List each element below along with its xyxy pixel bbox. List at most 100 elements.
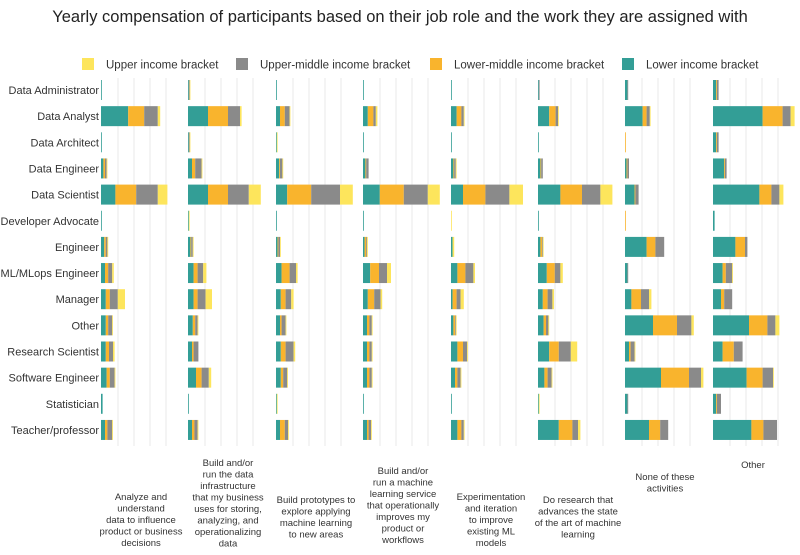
bar-segment [276,80,277,100]
bar-segment [538,393,539,414]
bar-segment [538,419,559,440]
bar-segment [109,367,115,388]
bar-segment [104,236,106,257]
bar-segment [101,106,129,127]
bar-segment [363,106,368,127]
bar-segment [463,184,486,205]
bar-segment [193,341,199,362]
bar-segment [112,419,113,440]
bar-segment [363,419,367,440]
bar-segment [205,289,212,310]
bar-segment [625,132,626,153]
bar-segment [105,289,110,310]
bar-segment [546,315,549,336]
panel-label-3: Build prototypes to explore applying machi… [277,495,356,541]
bar-segment [689,367,701,388]
bar-segment [101,419,105,440]
legend-label-upper-middle-income-bracket: Upper-middle income bracket [260,60,411,72]
bar-segment [646,236,656,257]
bar-segment [114,367,116,388]
bar-segment [538,106,550,127]
bar-segment [631,289,641,310]
bar-segment [467,341,468,362]
bar-segment [276,210,277,231]
bar-segment [473,263,475,284]
bar-segment [771,184,780,205]
bar-segment [287,184,312,205]
bar-segment [655,236,665,257]
bar-segment [790,106,795,127]
bar-segment [369,341,372,362]
y-label-data-scientist: Data Scientist [31,190,99,202]
bar-segment [713,210,715,231]
bar-segment [625,236,647,257]
bar-segment [451,419,458,440]
bar-segment [363,158,366,179]
bar-segment [461,106,464,127]
bar-segment [279,158,280,179]
y-label-developer-advocate: Developer Advocate [1,216,99,228]
bar-segment [549,106,556,127]
bar-segment [455,315,457,336]
bar-segment [457,419,462,440]
bar-segment [280,158,283,179]
bar-segment [749,315,768,336]
bar-segment [112,263,114,284]
bar-segment [773,367,774,388]
bar-segment [276,106,280,127]
bar-segment [276,236,278,257]
bar-segment [630,341,635,362]
bar-segment [451,210,452,231]
bar-segment [455,315,456,336]
bar-segment [661,367,689,388]
bar-segment [201,367,209,388]
panel-label-7: None of these activities [635,472,694,495]
bar-segment [283,367,288,388]
bar-segment [634,341,636,362]
bar-segment [363,289,368,310]
bar-segment [103,158,105,179]
bar-segment [363,315,367,336]
bar-segment [370,263,379,284]
bar-segment [560,184,582,205]
bar-segment [363,341,367,362]
bar-segment [713,132,717,153]
bar-segment [542,236,543,257]
bar-segment [365,158,367,179]
bar-segment [538,184,561,205]
bar-segment [540,236,542,257]
bar-segment [188,80,190,100]
bar-segment [278,236,280,257]
bar-segment [560,263,563,284]
bar-segment [713,106,763,127]
bar-segment [625,419,649,440]
bar-segment [451,132,452,153]
bar-segment [280,289,286,310]
y-label-research-scientist: Research Scientist [7,347,99,359]
bar-segment [451,315,454,336]
bar-segment [369,315,372,336]
bar-segment [192,341,194,362]
bar-segment [722,263,726,284]
bar-segment [717,80,719,100]
bar-segment [106,367,110,388]
bar-segment [101,367,107,388]
bar-segment [716,393,717,414]
bar-segment [463,419,465,440]
bar-segment [105,419,108,440]
panel-label-8: Other [741,460,765,471]
bar-segment [716,80,717,100]
bar-segment [463,341,467,362]
bar-segment [538,341,550,362]
bar-segment [427,184,440,205]
bar-segment [745,236,748,257]
bar-segment [280,341,286,362]
bar-segment [627,158,629,179]
bar-segment [284,106,290,127]
bar-segment [188,132,189,153]
bar-segment [538,289,543,310]
bar-segment [101,393,103,414]
bar-segment [363,80,364,100]
bar-segment [465,263,474,284]
bar-segment [276,158,280,179]
